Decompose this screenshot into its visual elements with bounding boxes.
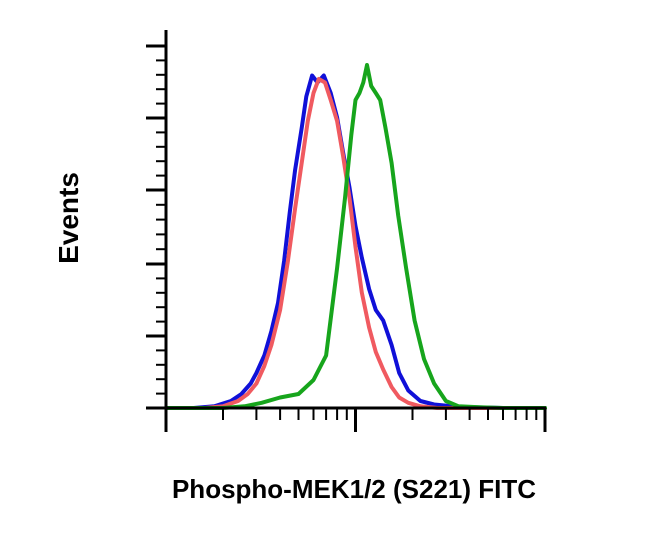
series-layer bbox=[164, 63, 547, 410]
y-axis-title: Events bbox=[53, 172, 84, 264]
x-axis-title: Phospho-MEK1/2 (S221) FITC bbox=[172, 474, 536, 504]
axes-layer bbox=[146, 30, 547, 432]
series-line-2 bbox=[164, 77, 547, 410]
series-line-1 bbox=[164, 73, 547, 410]
y-axis-ticks bbox=[146, 44, 166, 410]
x-axis-ticks bbox=[164, 408, 547, 432]
series-line-3 bbox=[164, 63, 547, 410]
